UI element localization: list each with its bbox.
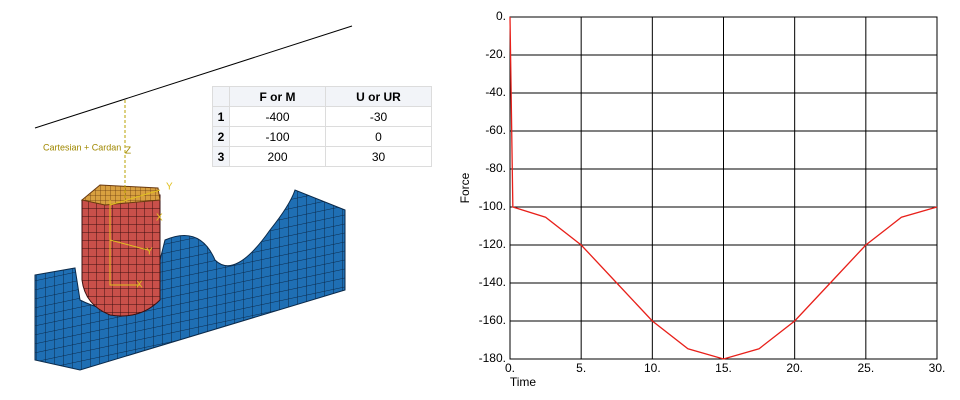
force-curve bbox=[509, 16, 938, 360]
cell: 200 bbox=[229, 146, 326, 167]
fe-model: Cartesian + Cardan Z Y X Y X bbox=[34, 25, 353, 371]
y-tick-label: 0. bbox=[496, 9, 506, 23]
row-index: 3 bbox=[212, 146, 230, 167]
y-tick-label: -140. bbox=[479, 275, 506, 289]
y-tick-label: -80. bbox=[485, 161, 506, 175]
axis-letter: Y bbox=[146, 247, 153, 258]
csys-label: Cartesian + Cardan bbox=[43, 142, 121, 152]
punch bbox=[81, 189, 161, 317]
row-index: 1 bbox=[212, 106, 230, 127]
x-tick-label: 10. bbox=[644, 361, 661, 375]
cell: -400 bbox=[229, 106, 326, 127]
cell: 30 bbox=[325, 146, 432, 167]
y-tick-label: -120. bbox=[479, 237, 506, 251]
amplitude-table: F or M U or UR 1 -400 -30 2 -100 0 3 200 30 bbox=[212, 86, 432, 167]
y-tick-label: -180. bbox=[479, 351, 506, 365]
x-tick-label: 0. bbox=[505, 361, 515, 375]
cell: -30 bbox=[325, 106, 432, 127]
punch-top bbox=[80, 184, 161, 206]
column-header: F or M bbox=[229, 86, 326, 107]
y-tick-label: -20. bbox=[485, 47, 506, 61]
corner bbox=[212, 86, 230, 107]
y-axis-label: Force bbox=[458, 172, 472, 203]
x-axis-label: Time bbox=[510, 375, 537, 389]
x-tick-label: 20. bbox=[786, 361, 803, 375]
x-tick-label: 15. bbox=[715, 361, 732, 375]
y-tick-label: -40. bbox=[485, 85, 506, 99]
axis-letter: X bbox=[156, 213, 163, 224]
column-header: U or UR bbox=[325, 86, 432, 107]
x-tick-label: 25. bbox=[857, 361, 874, 375]
axis-letter: Z bbox=[125, 146, 131, 157]
cell: -100 bbox=[229, 126, 326, 147]
y-tick-label: -60. bbox=[485, 123, 506, 137]
reference-line bbox=[34, 25, 353, 129]
csys bbox=[109, 189, 161, 286]
cell: 0 bbox=[325, 126, 432, 147]
axis-letter: Y bbox=[166, 182, 173, 193]
x-tick-label: 30. bbox=[929, 361, 946, 375]
x-tick-label: 5. bbox=[576, 361, 586, 375]
y-tick-label: -160. bbox=[479, 313, 506, 327]
y-tick-label: -100. bbox=[479, 199, 506, 213]
axis-letter: X bbox=[136, 280, 143, 291]
row-index: 2 bbox=[212, 126, 230, 147]
